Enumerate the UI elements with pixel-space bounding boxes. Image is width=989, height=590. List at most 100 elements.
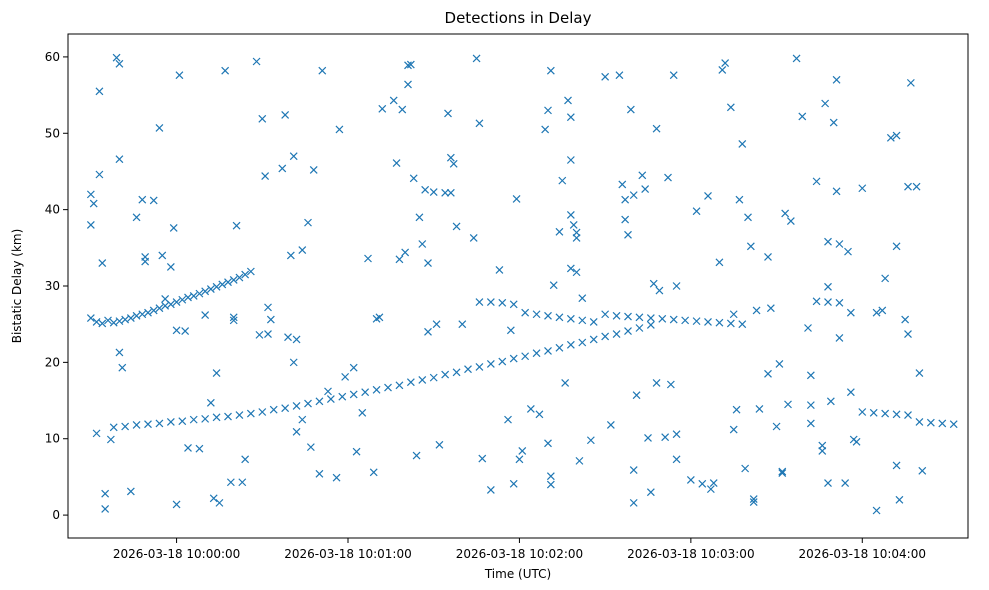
- detection-point: [589, 335, 598, 344]
- detection-point: [729, 310, 738, 319]
- detection-point: [892, 461, 901, 470]
- detection-point: [229, 275, 238, 284]
- detection-point: [155, 124, 164, 132]
- detection-point: [464, 365, 472, 374]
- detection-point: [698, 479, 707, 488]
- detection-point: [395, 255, 404, 264]
- detection-point: [495, 266, 504, 274]
- detection-point: [506, 326, 515, 335]
- y-axis-label: Bistatic Delay (km): [10, 229, 24, 344]
- detection-point: [846, 388, 855, 397]
- detection-point: [775, 359, 784, 368]
- detection-point: [278, 164, 287, 173]
- detection-point: [601, 310, 610, 319]
- detection-point: [624, 327, 632, 335]
- detection-point: [735, 195, 744, 204]
- detection-point: [706, 485, 715, 494]
- detection-point: [498, 298, 507, 307]
- detection-point: [424, 259, 432, 268]
- detection-point: [201, 287, 210, 296]
- detection-point: [115, 155, 124, 164]
- y-tick-label: 30: [45, 279, 60, 293]
- detection-point: [304, 399, 312, 408]
- detection-point: [238, 478, 247, 487]
- detection-point: [486, 298, 495, 306]
- detection-point: [498, 357, 507, 366]
- detection-point: [169, 224, 178, 232]
- detection-point: [566, 156, 575, 164]
- detection-point: [672, 282, 681, 290]
- detection-point: [115, 317, 124, 326]
- detection-point: [441, 370, 450, 379]
- detection-point: [578, 294, 587, 303]
- detection-point: [669, 71, 678, 80]
- detection-point: [109, 423, 118, 432]
- y-tick-label: 10: [45, 432, 60, 446]
- detection-point: [264, 303, 272, 312]
- detection-point: [832, 75, 841, 84]
- detection-point: [335, 125, 344, 134]
- detection-point: [98, 259, 107, 268]
- detection-point: [915, 369, 924, 377]
- detection-point: [672, 455, 681, 464]
- detection-point: [172, 326, 181, 335]
- detection-point: [264, 330, 272, 339]
- detection-point: [772, 422, 781, 431]
- detection-point: [418, 240, 427, 248]
- detection-point: [138, 195, 147, 204]
- detection-point: [586, 436, 595, 445]
- detection-point: [292, 335, 301, 344]
- detection-point: [664, 173, 672, 182]
- detection-point: [806, 401, 815, 410]
- detection-point: [532, 349, 541, 358]
- detection-point: [926, 418, 935, 427]
- detection-point: [566, 340, 575, 349]
- detection-point: [649, 279, 658, 288]
- detection-point: [349, 390, 358, 399]
- detection-point: [95, 170, 104, 179]
- detection-point: [246, 409, 255, 418]
- detection-point: [132, 421, 141, 429]
- detection-point: [201, 311, 210, 319]
- detection-point: [261, 172, 270, 180]
- detection-point: [326, 395, 335, 403]
- detection-point: [361, 388, 370, 397]
- detection-point: [184, 443, 192, 452]
- detection-point: [912, 182, 921, 191]
- detection-point: [658, 314, 667, 323]
- detection-point: [869, 408, 878, 417]
- detection-point: [778, 469, 787, 478]
- detection-point: [195, 444, 204, 453]
- detection-point: [646, 314, 655, 322]
- detection-point: [475, 119, 484, 128]
- detection-point: [566, 314, 575, 323]
- detection-point: [824, 298, 832, 306]
- detection-point: [478, 454, 487, 463]
- detection-point: [732, 405, 741, 414]
- detection-point: [652, 379, 661, 387]
- detection-point: [161, 295, 170, 303]
- detection-point: [606, 421, 615, 429]
- detection-point: [201, 414, 210, 423]
- detection-point: [86, 190, 95, 199]
- detection-point: [615, 71, 624, 80]
- detection-point: [175, 71, 184, 80]
- detection-point: [509, 300, 518, 309]
- detection-point: [155, 304, 164, 313]
- detection-point: [364, 254, 372, 263]
- detection-point: [804, 324, 812, 332]
- detection-point: [429, 373, 438, 382]
- detection-point: [806, 419, 815, 428]
- detection-point: [546, 480, 555, 489]
- detection-point: [401, 248, 410, 257]
- detection-point: [118, 363, 127, 372]
- detection-point: [824, 237, 832, 246]
- detection-point: [141, 257, 150, 266]
- detection-point: [435, 440, 444, 449]
- detection-point: [824, 479, 832, 487]
- detection-point: [661, 433, 670, 442]
- detection-point: [486, 485, 495, 494]
- detection-point: [269, 405, 278, 414]
- detection-point: [504, 415, 512, 424]
